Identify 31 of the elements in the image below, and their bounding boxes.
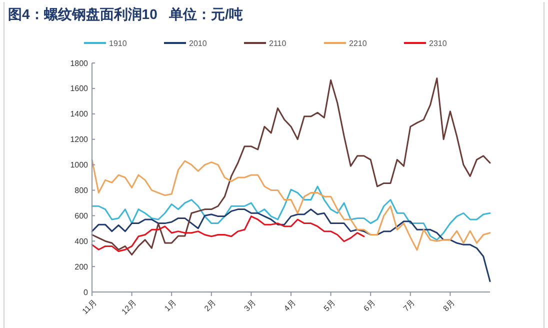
legend-label: 2210 (349, 38, 368, 48)
line-series (91, 208, 491, 282)
y-tick-label: 600 (74, 211, 89, 220)
line-series (91, 158, 491, 251)
x-tick-label: 3月 (242, 298, 258, 314)
x-tick-label: 12月 (120, 298, 138, 316)
x-tick-label: 11月 (80, 298, 98, 316)
line-series (91, 216, 365, 252)
y-tick-label: 1800 (70, 58, 89, 68)
x-tick-label: 1月 (162, 298, 178, 314)
legend-label: 2310 (429, 38, 448, 48)
x-tick-label: 6月 (362, 298, 377, 314)
y-tick-label: 1400 (70, 110, 89, 119)
y-tick-label: 1600 (70, 84, 89, 94)
x-tick-label: 4月 (282, 298, 298, 314)
x-tick-label: 8月 (441, 298, 457, 314)
line-series (91, 186, 491, 241)
y-tick-label: 800 (74, 186, 89, 196)
chart-title: 图4：螺纹钢盘面利润10 单位：元/吨 (8, 6, 243, 22)
y-tick-label: 200 (74, 262, 89, 272)
legend-label: 2010 (189, 38, 208, 48)
line-series (91, 78, 491, 256)
x-tick-label: 7月 (402, 298, 417, 314)
x-tick-label: 2月 (202, 298, 218, 314)
y-tick-label: 1200 (70, 135, 89, 144)
legend-label: 2110 (269, 38, 287, 48)
legend-label: 1910 (109, 38, 128, 48)
y-tick-label: 0 (84, 288, 89, 297)
y-tick-label: 400 (74, 236, 89, 246)
y-tick-label: 1000 (70, 160, 89, 170)
x-tick-label: 5月 (322, 298, 338, 314)
